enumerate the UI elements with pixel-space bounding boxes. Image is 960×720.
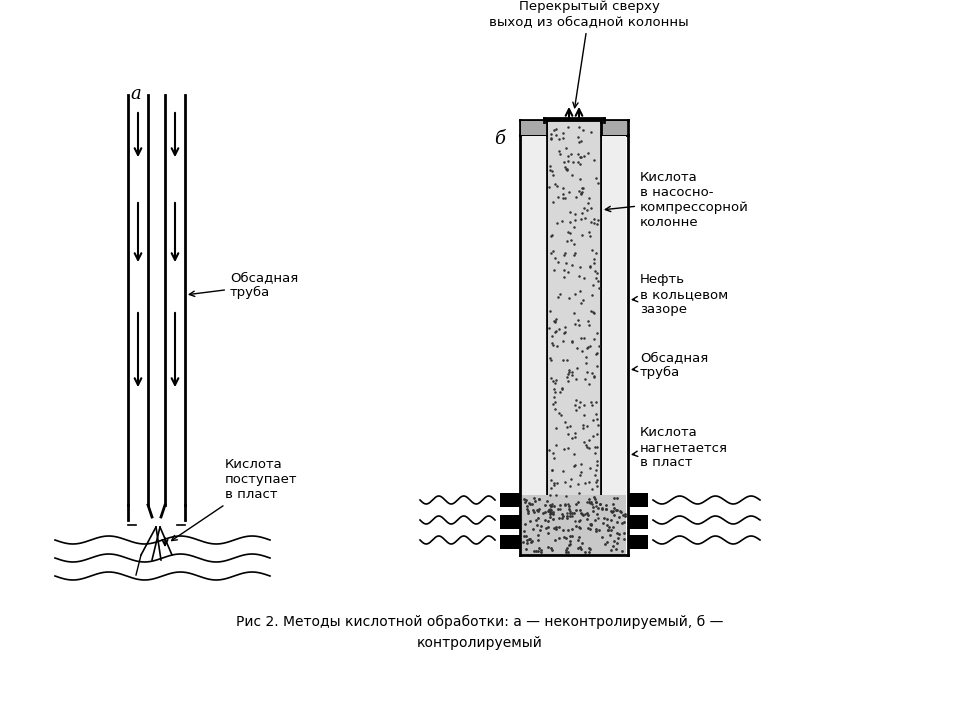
Text: контролируемый: контролируемый [417, 636, 543, 650]
Text: Кислота
поступает
в пласт: Кислота поступает в пласт [172, 459, 298, 541]
Bar [628, 515, 648, 529]
Bar [548, 122, 600, 525]
Text: Кислота
в насосно-
компрессорной
колонне: Кислота в насосно- компрессорной колонне [606, 171, 749, 229]
Text: Нефть
в кольцевом
зазоре: Нефть в кольцевом зазоре [633, 274, 729, 317]
Bar [500, 515, 520, 529]
Bar [521, 121, 627, 135]
Text: Кислота
нагнетается
в пласт: Кислота нагнетается в пласт [633, 426, 728, 469]
Text: б: б [494, 130, 505, 148]
Text: Обсадная
труба: Обсадная труба [189, 271, 299, 299]
Bar [628, 535, 648, 549]
Bar [522, 136, 546, 495]
Text: Перекрытый сверху
выход из обсадной колонны: Перекрытый сверху выход из обсадной коло… [490, 0, 689, 108]
Text: а: а [130, 85, 141, 103]
Bar [602, 136, 626, 495]
Text: Рис 2. Методы кислотной обработки: а — неконтролируемый, б —: Рис 2. Методы кислотной обработки: а — н… [236, 615, 724, 629]
Text: Обсадная
труба: Обсадная труба [633, 351, 708, 379]
Bar [628, 493, 648, 507]
Bar [500, 535, 520, 549]
Bar [522, 495, 626, 555]
Bar [500, 493, 520, 507]
